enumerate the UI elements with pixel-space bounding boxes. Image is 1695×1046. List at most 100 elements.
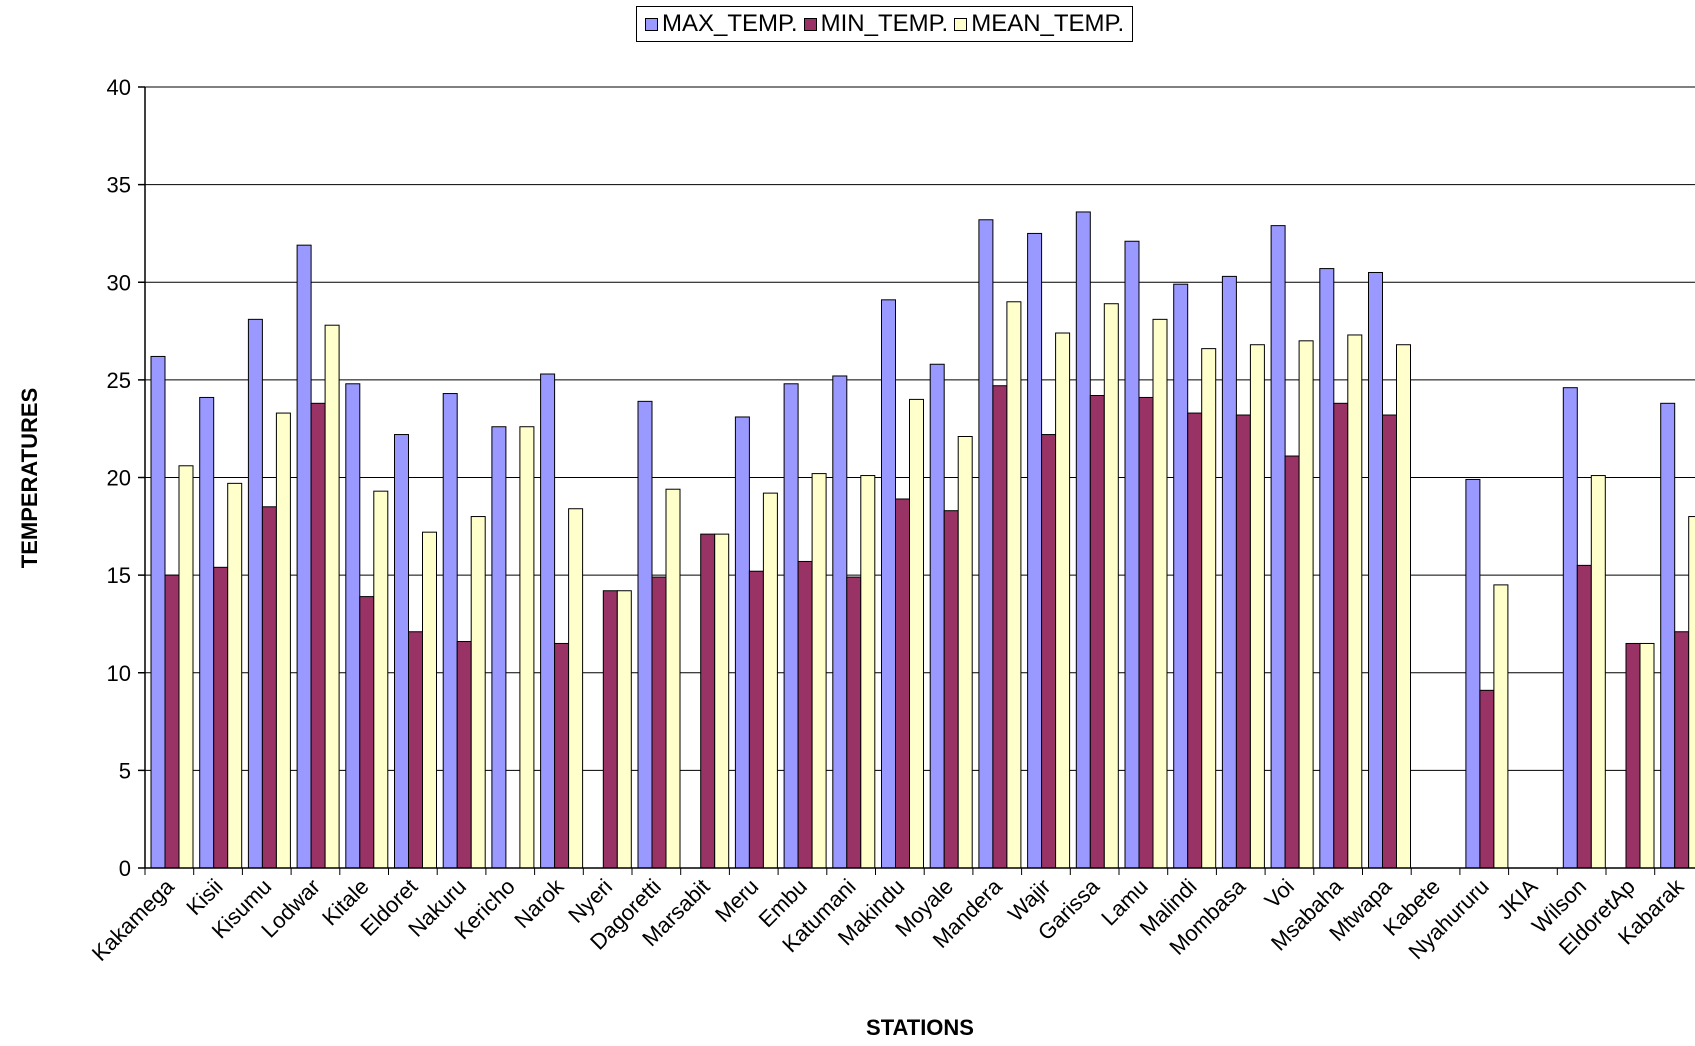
bar <box>442 393 458 869</box>
bars-layer <box>150 211 1695 869</box>
bar <box>909 398 924 869</box>
bar <box>1173 283 1189 869</box>
bar <box>992 385 1008 869</box>
legend-swatch-min <box>803 17 817 31</box>
bar <box>178 465 194 869</box>
bar <box>1382 414 1397 869</box>
y-tick-label: 5 <box>119 758 131 783</box>
bar <box>665 488 681 869</box>
bar <box>1187 412 1203 869</box>
bar <box>422 531 437 869</box>
bar <box>1590 475 1606 869</box>
bar <box>1660 402 1676 869</box>
bar <box>602 590 618 869</box>
bar <box>296 244 312 869</box>
bar <box>164 574 180 869</box>
bar <box>1465 478 1481 869</box>
bar <box>261 506 277 869</box>
bar <box>881 299 896 869</box>
bar <box>1368 271 1383 869</box>
bar <box>978 219 994 869</box>
legend-swatch-max <box>645 17 658 31</box>
bar <box>1396 344 1411 869</box>
y-tick-label: 30 <box>107 270 131 295</box>
bar <box>519 426 535 869</box>
y-tick-label: 10 <box>107 661 131 686</box>
bar <box>1138 396 1154 869</box>
bar <box>929 363 945 869</box>
bar <box>734 416 750 869</box>
bar <box>408 631 423 869</box>
bar <box>700 533 716 869</box>
bar <box>1089 394 1105 869</box>
bar <box>1221 275 1237 869</box>
bar <box>748 570 764 869</box>
bar <box>1055 332 1071 869</box>
x-tick-label: Narok <box>509 873 569 933</box>
x-tick-label: Meru <box>710 874 763 927</box>
bar <box>247 318 263 869</box>
y-tick-label: 25 <box>107 368 131 393</box>
bar <box>1625 642 1641 869</box>
bar <box>394 434 409 869</box>
bar <box>1201 348 1217 869</box>
bar <box>540 373 556 869</box>
bar <box>324 324 340 869</box>
bar <box>227 482 243 869</box>
bar <box>470 516 486 869</box>
bar <box>199 396 215 869</box>
bar <box>345 383 361 869</box>
bar <box>554 642 570 869</box>
bar <box>1688 516 1695 869</box>
bar <box>762 492 778 869</box>
bar <box>1479 689 1495 869</box>
y-axis-title: TEMPERATURES <box>17 388 42 569</box>
bar <box>943 510 959 869</box>
bar <box>714 533 730 869</box>
bar <box>568 508 584 869</box>
y-tick-label: 40 <box>107 75 131 100</box>
legend: MAX_TEMP. MIN_TEMP. MEAN_TEMP. <box>636 6 1134 42</box>
bar <box>1027 232 1043 869</box>
x-tick-label: Kakamega <box>87 873 180 966</box>
y-tick-label: 20 <box>107 466 131 491</box>
bar <box>150 355 166 869</box>
bar <box>616 590 632 869</box>
bar <box>275 412 291 869</box>
bar <box>1075 211 1091 869</box>
bar <box>491 426 507 869</box>
bar <box>1152 318 1168 869</box>
legend-swatch-mean <box>954 17 968 31</box>
bar <box>1493 584 1509 869</box>
bar <box>1674 631 1690 869</box>
bar <box>1639 642 1655 869</box>
bar <box>1319 268 1335 869</box>
bar <box>811 473 827 869</box>
x-tick-label: Voi <box>1260 874 1299 913</box>
y-tick-label: 0 <box>119 856 131 881</box>
legend-item-max: MAX_TEMP. <box>645 10 798 38</box>
y-tick-label: 35 <box>107 173 131 198</box>
bar <box>456 641 472 869</box>
bar <box>1235 414 1251 869</box>
x-axis-title: STATIONS <box>866 1015 974 1040</box>
bar <box>359 596 375 869</box>
legend-label-min: MIN_TEMP. <box>820 10 949 37</box>
bar <box>846 576 862 869</box>
bar <box>1576 564 1592 869</box>
bar <box>310 402 326 869</box>
bar <box>1124 240 1140 869</box>
legend-label-max: MAX_TEMP. <box>662 10 798 37</box>
bar <box>1298 340 1314 869</box>
bar <box>1284 455 1300 869</box>
bar <box>957 435 973 869</box>
bar <box>783 383 799 869</box>
bar <box>797 560 813 869</box>
bar <box>373 490 389 869</box>
bar <box>1103 303 1119 869</box>
bar <box>213 566 229 869</box>
y-tick-label: 15 <box>107 563 131 588</box>
bar <box>1347 334 1363 869</box>
